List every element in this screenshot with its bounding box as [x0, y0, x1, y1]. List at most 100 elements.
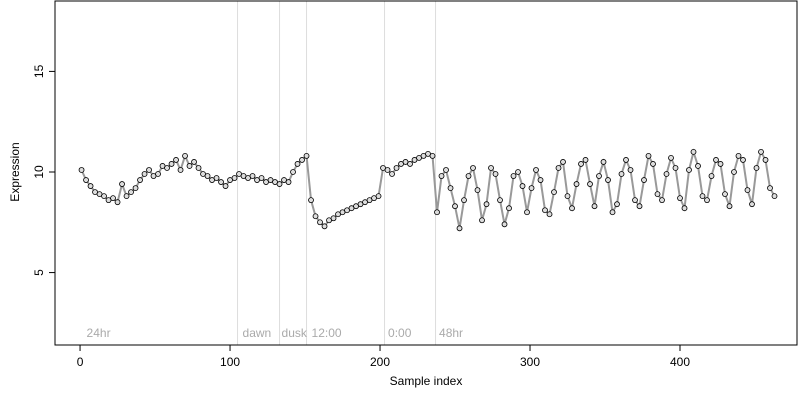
data-point — [663, 171, 670, 177]
data-point — [429, 153, 436, 159]
data-point — [128, 189, 134, 196]
data-point — [294, 161, 301, 167]
data-point — [195, 165, 202, 171]
data-point — [740, 157, 746, 163]
data-point — [123, 193, 130, 200]
data-point — [87, 183, 94, 189]
data-point — [609, 209, 616, 216]
annotation: 0:00 — [388, 326, 412, 340]
data-point — [483, 201, 490, 208]
annotation: 24hr — [87, 326, 111, 340]
data-point — [537, 177, 544, 183]
plot-frame — [54, 0, 798, 346]
data-point — [204, 173, 211, 179]
data-point — [191, 159, 197, 165]
data-point — [528, 185, 535, 191]
data-point — [479, 217, 485, 224]
x-tick-label: 0 — [77, 355, 84, 369]
data-point — [546, 211, 553, 218]
data-point — [249, 173, 256, 179]
data-point — [506, 205, 512, 212]
data-point — [618, 171, 625, 177]
data-point — [114, 199, 121, 206]
data-point — [681, 205, 688, 212]
data-point — [542, 207, 548, 214]
data-point — [132, 185, 139, 191]
annotation: dawn — [243, 326, 272, 340]
data-point — [290, 169, 296, 175]
data-point — [758, 148, 764, 155]
data-point — [767, 185, 773, 191]
data-point — [717, 161, 724, 167]
data-point — [690, 148, 697, 155]
data-point — [173, 157, 179, 163]
y-tick-label: 15 — [32, 64, 46, 78]
data-point — [276, 181, 283, 187]
data-point — [492, 171, 499, 177]
data-point — [627, 167, 634, 173]
data-point — [704, 197, 710, 204]
data-point — [708, 173, 715, 179]
data-point — [650, 161, 656, 167]
data-point — [569, 205, 575, 212]
x-tick-label: 200 — [370, 355, 390, 369]
data-point — [636, 203, 643, 210]
data-point — [447, 185, 454, 191]
data-point — [488, 165, 494, 171]
data-point — [753, 165, 760, 171]
data-point — [218, 179, 224, 185]
data-point — [389, 171, 395, 177]
data-point — [686, 167, 692, 173]
data-point — [749, 201, 755, 208]
data-point — [213, 175, 220, 181]
data-point — [695, 163, 701, 169]
data-point — [591, 203, 598, 210]
data-point — [78, 167, 85, 173]
y-axis-label: Expression — [8, 142, 22, 201]
data-point — [137, 177, 143, 183]
data-point — [510, 173, 517, 179]
data-point — [551, 189, 557, 196]
x-tick-label: 100 — [220, 355, 240, 369]
data-point — [722, 191, 728, 198]
data-point — [623, 157, 629, 163]
data-point — [713, 157, 719, 163]
data-point — [501, 221, 508, 228]
data-point — [573, 181, 580, 187]
annotation: dusk — [282, 326, 308, 340]
data-point — [515, 169, 521, 175]
data-point — [285, 179, 292, 185]
data-point — [632, 197, 638, 204]
data-point — [596, 173, 602, 179]
data-point — [110, 195, 116, 202]
data-point — [312, 213, 319, 220]
data-point — [672, 165, 679, 171]
data-point — [474, 187, 481, 193]
data-point — [744, 187, 751, 193]
data-point — [393, 165, 400, 171]
data-point — [83, 177, 89, 183]
data-point — [177, 167, 184, 173]
data-point — [677, 195, 683, 202]
data-point — [524, 209, 530, 216]
data-point — [560, 159, 566, 165]
data-point — [164, 165, 170, 171]
x-tick-label: 400 — [670, 355, 690, 369]
y-tick-label: 5 — [32, 269, 46, 276]
series-line — [80, 148, 776, 229]
data-point — [497, 197, 503, 204]
data-point — [555, 165, 562, 171]
annotation: 12:00 — [312, 326, 342, 340]
data-point — [222, 183, 229, 189]
data-point — [659, 197, 665, 204]
data-point — [452, 203, 458, 210]
data-point — [443, 167, 449, 173]
data-point — [317, 219, 323, 226]
data-point — [699, 193, 706, 200]
y-tick-label: 10 — [32, 165, 46, 179]
data-point — [330, 215, 337, 222]
data-point — [519, 183, 526, 189]
x-axis-label: Sample index — [390, 374, 463, 388]
data-point — [587, 181, 593, 187]
